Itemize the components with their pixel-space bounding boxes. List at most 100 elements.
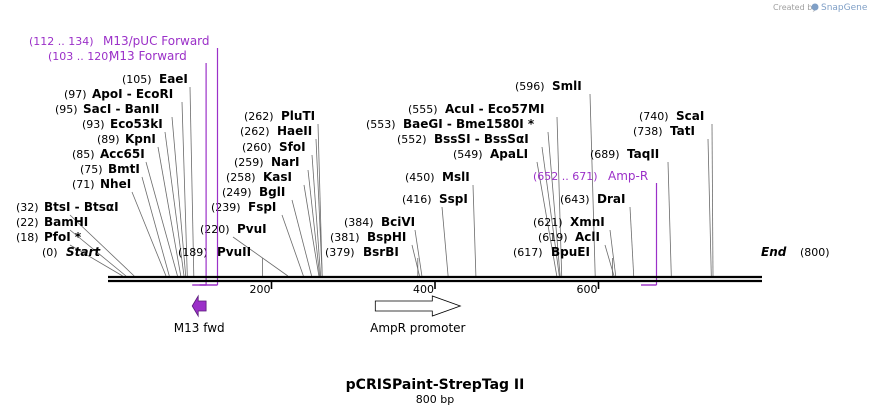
- feature-label-m13-fwd: M13 fwd: [174, 321, 225, 335]
- feature-arrow-m13-fwd: [191, 294, 207, 318]
- leader-acc65i: [145, 161, 178, 277]
- site-pos-msli: (450): [405, 171, 435, 184]
- leader-sspi: [441, 206, 449, 277]
- leader-bsphi: [411, 244, 420, 277]
- site-name-smli: SmlI: [552, 79, 582, 93]
- site-pos-bpuei: (617): [513, 246, 543, 259]
- site-name-bsphi: BspHI: [367, 230, 406, 244]
- site-pos-sspi: (416): [402, 193, 432, 206]
- site-name-sspi: SspI: [439, 192, 468, 206]
- leader-apoi-ecori: [181, 101, 188, 277]
- site-name-tati: TatI: [670, 124, 695, 138]
- site-name-pvui: PvuI: [237, 222, 267, 236]
- site-name-msli: MslI: [442, 170, 470, 184]
- site-name-eco53ki: Eco53kI: [110, 117, 163, 131]
- snapgene-brand: Created by SnapGene: [773, 3, 868, 13]
- site-pos-acui-eco57mi: (555): [408, 103, 438, 116]
- site-name-baegi-bme1580i: BaeGI - Bme1580I *: [403, 117, 535, 131]
- leader-tati: [707, 138, 712, 277]
- site-pos-scai: (740): [639, 110, 669, 123]
- site-pos-drai: (643): [560, 193, 590, 206]
- site-name-nhei: NheI: [100, 177, 131, 191]
- primer-annotations: (112 .. 134) M13/pUC Forward (103 .. 120) M…: [29, 34, 658, 286]
- leader-nari: [307, 169, 321, 277]
- start-label: Start: [66, 245, 101, 259]
- ruler-ticks: 200 400 600: [250, 281, 600, 296]
- site-name-nari: NarI: [271, 155, 300, 169]
- leader-pluti: [317, 123, 323, 277]
- leader-bgli: [291, 199, 312, 277]
- end-label: End: [761, 245, 787, 259]
- brand-name: SnapGene: [821, 3, 868, 13]
- leader-xmni: [609, 229, 617, 277]
- site-name-drai: DraI: [597, 192, 625, 206]
- leader-baegi-bme1580i: [547, 131, 561, 277]
- site-pos-bsssi-bsss-i: (552): [397, 133, 427, 146]
- tick-label-600: 600: [577, 283, 598, 296]
- leader-drai: [629, 206, 635, 277]
- site-name-acli: AclI: [575, 230, 600, 244]
- site-pos-eco53ki: (93): [82, 118, 105, 131]
- site-pos-acli: (619): [538, 231, 568, 244]
- tick-label-200: 200: [250, 283, 271, 296]
- site-name-bmti: BmtI: [108, 162, 140, 176]
- leader-taqii: [667, 161, 672, 277]
- brand-prefix: Created by: [773, 3, 817, 12]
- leader-apali: [536, 161, 558, 277]
- leader-eaei: [189, 86, 195, 277]
- primer-pos-amp-r: (652 .. 671): [533, 170, 598, 183]
- primer-pos-m13-puc-forward: (112 .. 134): [29, 35, 94, 48]
- site-pos-sfoi: (260): [242, 141, 272, 154]
- site-name-apali: ApaLI: [490, 147, 528, 161]
- snapgene-logo-icon: [811, 3, 819, 11]
- site-pos-xmni: (621): [533, 216, 563, 229]
- site-pos-nari: (259): [234, 156, 264, 169]
- site-name-bamhi: BamHI: [44, 215, 88, 229]
- site-name-sfoi: SfoI: [279, 140, 306, 154]
- site-pos-fspi: (239): [211, 201, 241, 214]
- site-pos-baegi-bme1580i: (553): [366, 118, 396, 131]
- site-name-acc65i: Acc65I: [100, 147, 145, 161]
- primer-name-amp-r: Amp-R: [608, 169, 648, 183]
- leader-sfoi: [311, 154, 321, 277]
- site-name-apoi-ecori: ApoI - EcoRI: [92, 87, 173, 101]
- leader-smli: [589, 93, 596, 277]
- leader-kpni: [157, 146, 182, 277]
- site-pos-kpni: (89): [97, 133, 120, 146]
- site-pos-pvui: (220): [200, 223, 230, 236]
- leader-msli: [472, 184, 477, 277]
- site-name-kasi: KasI: [263, 170, 292, 184]
- site-pos-smli: (596): [515, 80, 545, 93]
- sequence-ends: (0) Start End (800): [42, 245, 830, 259]
- site-name-eaei: EaeI: [159, 72, 188, 86]
- site-pos-nhei: (71): [72, 178, 95, 191]
- site-pos-tati: (738): [633, 125, 663, 138]
- site-pos-btsi-bts-i: (32): [16, 201, 39, 214]
- primer-name-m13-puc-forward: M13/pUC Forward: [103, 34, 210, 48]
- leader-pvui: [232, 236, 289, 277]
- leader-kasi: [303, 184, 320, 277]
- site-pos-bamhi: (22): [16, 216, 39, 229]
- leader-acui-eco57mi: [556, 116, 563, 277]
- site-pos-bsphi: (381): [330, 231, 360, 244]
- feature-track: M13 fwd AmpR promoter: [174, 294, 466, 335]
- leader-saci-banii: [171, 116, 187, 277]
- site-pos-bmti: (75): [80, 163, 103, 176]
- leader-bcivi: [414, 229, 423, 277]
- site-name-bpuei: BpuEI: [551, 245, 590, 259]
- site-pos-bcivi: (384): [344, 216, 374, 229]
- leader-scai: [711, 123, 714, 277]
- site-name-pfoi: PfoI *: [44, 230, 82, 244]
- leader-fspi: [281, 214, 304, 277]
- site-pos-pluti: (262): [244, 110, 274, 123]
- site-name-bsssi-bsss-i: BssSI - BssSαI: [434, 132, 529, 146]
- site-leader-lines: [69, 86, 714, 277]
- start-position: (0): [42, 246, 58, 259]
- site-pos-pfoi: (18): [16, 231, 39, 244]
- site-name-xmni: XmnI: [570, 215, 605, 229]
- primer-pos-m13-forward: (103 .. 120): [48, 50, 113, 63]
- site-name-acui-eco57mi: AcuI - Eco57MI: [445, 102, 544, 116]
- leader-bamhi: [69, 229, 127, 277]
- site-pos-acc65i: (85): [72, 148, 95, 161]
